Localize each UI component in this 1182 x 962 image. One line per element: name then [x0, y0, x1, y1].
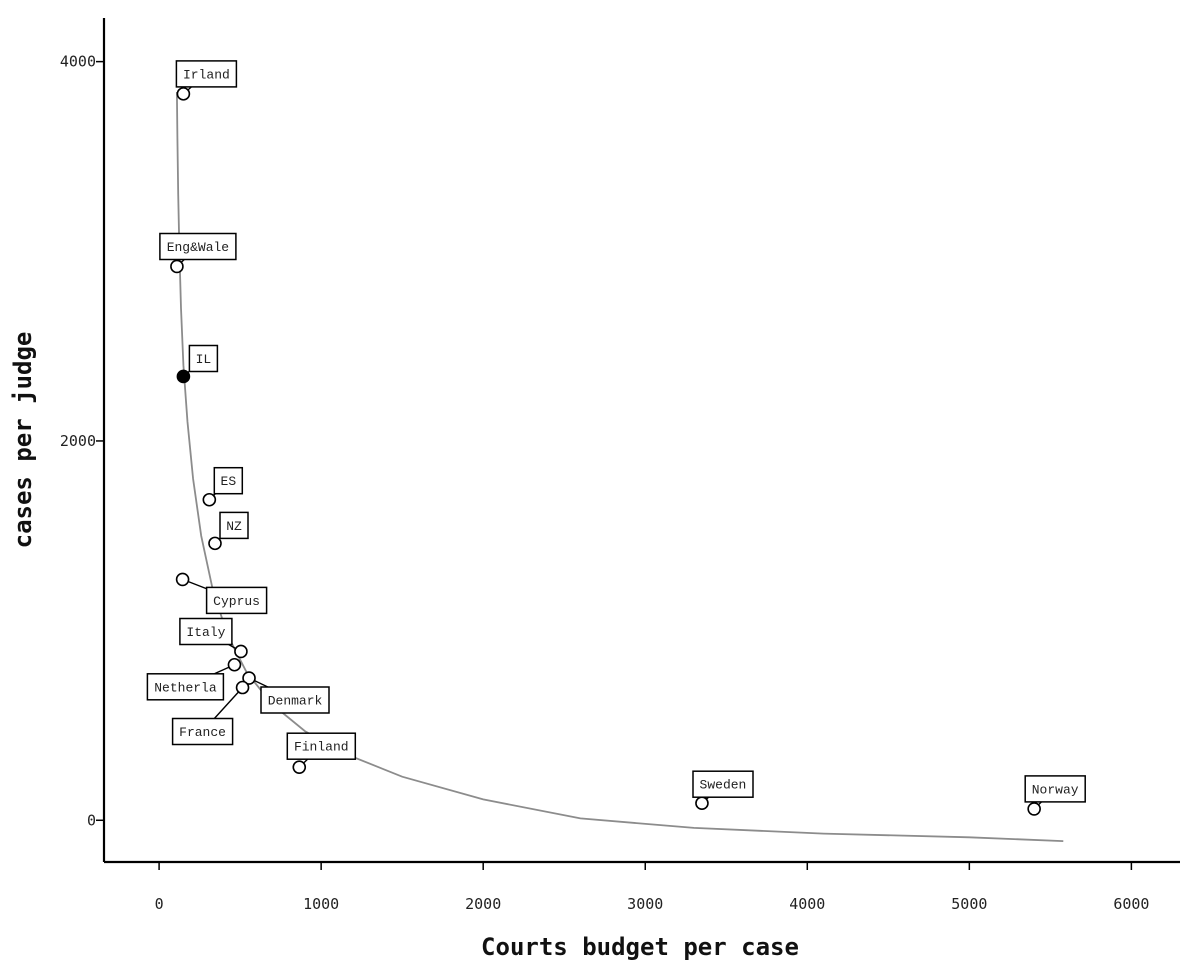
- point-label: IL: [188, 344, 219, 373]
- data-point: [208, 536, 222, 551]
- point-label-text: IL: [196, 352, 212, 367]
- point-label-text: ES: [221, 474, 237, 489]
- point-label: Netherla: [146, 673, 225, 701]
- point-label: Denmark: [260, 686, 330, 714]
- label-box: [146, 673, 225, 701]
- x-axis-title: Courts budget per case: [481, 933, 799, 961]
- fit-curve: [176, 91, 1064, 842]
- x-tick-label: 1000: [303, 895, 339, 913]
- data-point: [292, 760, 307, 774]
- point-label: Sweden: [692, 770, 754, 798]
- x-tick-label: 4000: [789, 895, 825, 913]
- data-point: [242, 671, 256, 685]
- data-point: [1027, 802, 1041, 816]
- label-box: [219, 511, 249, 540]
- label-box: [260, 686, 330, 714]
- y-tick-label: 2000: [60, 432, 96, 450]
- point-label-text: Irland: [183, 67, 230, 82]
- y-axis-title: cases per judge: [9, 332, 37, 549]
- label-box: [159, 232, 237, 261]
- data-point: [176, 369, 191, 384]
- y-tick-label: 0: [87, 811, 96, 829]
- x-tick-label: 0: [155, 895, 164, 913]
- label-box: [171, 717, 234, 746]
- point-label: Italy: [179, 617, 233, 646]
- point-label-text: Norway: [1032, 782, 1079, 797]
- point-label-text: Cyprus: [213, 594, 260, 609]
- point-label: NZ: [219, 511, 249, 540]
- label-box: [175, 60, 238, 88]
- point-label-text: Eng&Wale: [167, 240, 229, 255]
- data-point: [176, 87, 191, 101]
- data-point: [202, 492, 217, 507]
- data-point: [234, 644, 248, 659]
- point-label: France: [171, 717, 234, 746]
- point-label: Finland: [286, 732, 357, 760]
- point-label-text: Denmark: [268, 694, 323, 709]
- point-label-text: Netherla: [154, 680, 217, 695]
- label-box: [286, 732, 357, 760]
- data-point: [235, 680, 250, 695]
- point-label-text: Italy: [186, 625, 225, 640]
- data-point: [227, 657, 242, 672]
- label-box: [179, 617, 233, 646]
- point-label: ES: [213, 466, 244, 495]
- point-label-text: Sweden: [700, 778, 747, 793]
- label-box: [692, 770, 754, 798]
- label-box: [205, 586, 268, 615]
- y-tick-label: 4000: [60, 53, 96, 71]
- label-box: [213, 466, 244, 495]
- x-tick-label: 3000: [627, 895, 663, 913]
- data-point: [175, 572, 190, 587]
- point-label-text: Finland: [294, 740, 349, 755]
- label-box: [188, 344, 219, 373]
- point-label-text: France: [179, 725, 226, 740]
- point-label: Norway: [1024, 775, 1086, 803]
- point-label: Cyprus: [205, 586, 268, 615]
- x-tick-label: 2000: [465, 895, 501, 913]
- label-box: [1024, 775, 1086, 803]
- data-point: [170, 259, 184, 274]
- x-tick-label: 6000: [1113, 895, 1149, 913]
- data-point: [695, 796, 709, 811]
- point-label: Irland: [175, 60, 238, 88]
- x-tick-label: 5000: [951, 895, 987, 913]
- point-label-text: NZ: [226, 519, 242, 534]
- point-label: Eng&Wale: [159, 232, 237, 261]
